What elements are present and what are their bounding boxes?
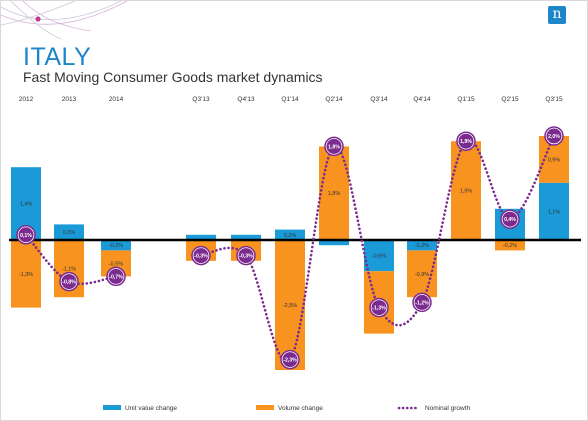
bar-value-label: -0,9% (415, 272, 429, 278)
volume-bar-10 (495, 240, 525, 251)
page-title: ITALY (23, 43, 92, 71)
x-tick-label: Q1'14 (281, 96, 299, 103)
nominal-value-label: -0,3% (239, 254, 253, 260)
nominal-marker-fill (238, 248, 254, 264)
nominal-value-label: 0,1% (20, 233, 32, 239)
x-tick-label: 2014 (109, 96, 124, 103)
nominal-marker-fill (458, 133, 474, 149)
nominal-marker-fill (108, 268, 124, 284)
nominal-value-label: -0,3% (194, 254, 208, 260)
unit-value-bar-4 (231, 234, 261, 240)
nominal-value-label: 1,8% (328, 144, 340, 150)
nielsen-logo-icon[interactable]: n (548, 6, 566, 24)
bar-value-label: 1,8% (328, 191, 341, 197)
x-tick-label: 2013 (62, 96, 77, 103)
legend-volume-label: Volume change (278, 405, 323, 412)
nominal-value-label: 2,0% (548, 134, 560, 140)
x-tick-label: Q1'15 (457, 96, 475, 103)
volume-bar-5 (275, 240, 305, 370)
x-tick-label: Q3'14 (370, 96, 388, 103)
nominal-marker-fill (371, 300, 387, 316)
bar-value-label: -0,2% (109, 243, 123, 249)
nominal-marker-fill (546, 128, 562, 144)
nominal-value-label: 1,9% (460, 139, 472, 145)
nominal-marker-fill (61, 274, 77, 290)
nominal-marker-fill (282, 352, 298, 368)
nominal-growth-line-b (199, 134, 556, 364)
legend-unit-value-swatch (103, 405, 121, 410)
unit-value-bar-2 (101, 240, 131, 251)
x-tick-label: Q2'15 (501, 96, 519, 103)
bar-value-label: -0,2% (503, 243, 517, 249)
unit-value-bar-6 (319, 240, 349, 246)
x-tick-label: Q4'13 (237, 96, 255, 103)
bar-value-label: 0,9% (548, 157, 561, 163)
unit-value-bar-1 (54, 224, 84, 240)
bar-value-label: 1,9% (460, 189, 473, 195)
bar-value-label: -2,5% (283, 303, 297, 309)
x-tick-label: Q3'15 (545, 96, 563, 103)
volume-bar-9 (451, 141, 481, 240)
unit-value-bar-7 (364, 240, 394, 272)
bar-value-label: 1,1% (548, 209, 561, 215)
bar-value-label: -1,3% (19, 272, 33, 278)
nominal-value-label: 0,4% (504, 217, 516, 223)
unit-value-bar-8 (407, 240, 437, 251)
bar-value-label: -0,6% (372, 254, 386, 260)
bar-value-label: 1,4% (20, 202, 33, 208)
unit-value-bar-11 (539, 182, 569, 240)
nominal-value-label: -1,3% (372, 306, 386, 312)
legend-nominal-label: Nominal growth (425, 405, 471, 412)
volume-bar-0 (11, 240, 41, 308)
legend-volume-swatch (256, 405, 274, 410)
x-tick-label: 2012 (19, 96, 34, 103)
nominal-marker-fill (193, 248, 209, 264)
bar-value-label: -0,2% (415, 243, 429, 249)
bar-value-label: -0,5% (109, 261, 123, 267)
x-tick-label: Q3'13 (192, 96, 210, 103)
bar-value-label: -1,1% (62, 267, 76, 273)
page-subtitle: Fast Moving Consumer Goods market dynami… (23, 69, 323, 85)
nominal-value-label: -0,7% (109, 274, 123, 280)
bar-value-label: 0,2% (284, 233, 297, 239)
decorative-lines (1, 1, 128, 40)
x-tick-label: Q4'14 (413, 96, 431, 103)
nominal-marker-fill (414, 294, 430, 310)
nominal-value-label: -2,3% (283, 358, 297, 364)
x-tick-label: Q2'14 (325, 96, 343, 103)
nominal-marker-fill (502, 211, 518, 227)
nominal-marker-fill (18, 227, 34, 243)
nominal-value-label: -0,8% (62, 280, 76, 286)
unit-value-bar-5 (275, 229, 305, 240)
unit-value-bar-3 (186, 234, 216, 240)
nominal-value-label: -1,2% (415, 300, 429, 306)
bar-value-label: 0,3% (63, 230, 76, 236)
nominal-marker-fill (326, 138, 342, 154)
legend-unit-value-label: Unit value change (125, 405, 177, 412)
